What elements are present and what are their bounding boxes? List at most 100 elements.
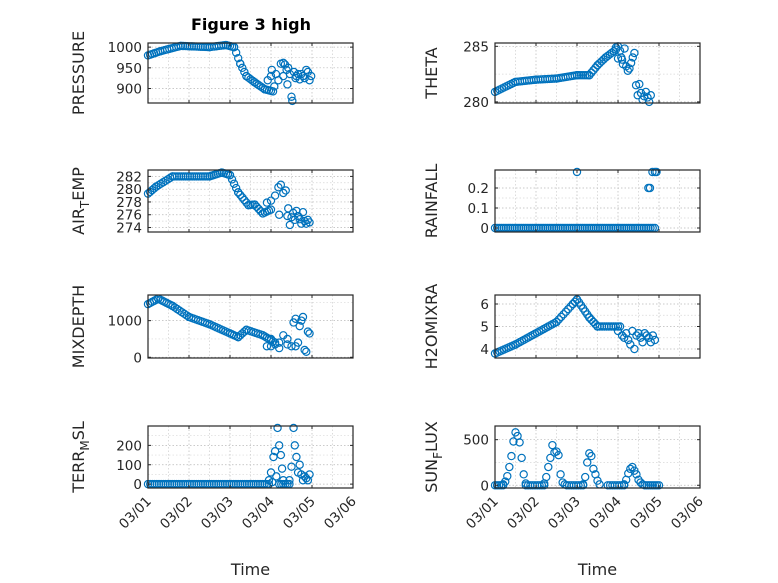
xlabel-7: Time — [230, 560, 270, 579]
data-point — [501, 477, 510, 486]
data-point — [625, 64, 634, 73]
data-point — [262, 333, 272, 342]
y-tick-label: 0 — [480, 478, 489, 494]
data-point — [279, 476, 288, 485]
data-point — [583, 458, 592, 467]
data-point — [283, 340, 292, 349]
data-point — [168, 172, 177, 181]
y-tick-label: 280 — [463, 95, 489, 111]
data-point — [281, 186, 290, 195]
plot-area — [148, 426, 353, 488]
data-point — [285, 220, 295, 230]
data-point — [293, 69, 303, 79]
data-point — [279, 188, 288, 198]
data-point — [632, 470, 641, 479]
data-point — [270, 82, 279, 91]
data-point — [279, 71, 288, 81]
data-point — [236, 190, 245, 200]
data-point — [635, 79, 644, 89]
data-point — [519, 470, 528, 479]
ylabel-6: H2OMIXRA — [422, 284, 441, 370]
data-point — [626, 58, 636, 68]
ylabel-5: MIXDEPTH — [69, 285, 88, 368]
data-point — [287, 342, 296, 351]
data-point — [650, 335, 660, 345]
data-point — [617, 55, 627, 64]
data-point — [240, 67, 249, 77]
subplot-6: 4 5 6 H2OMIXRA — [422, 284, 701, 370]
data-point — [266, 468, 276, 477]
data-point — [302, 347, 311, 356]
data-point — [611, 322, 620, 331]
data-point — [272, 472, 281, 481]
data-point — [229, 179, 239, 188]
plot-area — [495, 43, 700, 103]
data-point — [181, 172, 190, 181]
data-point — [182, 311, 191, 320]
y-tick-label: 1000 — [108, 40, 142, 56]
data-point — [291, 314, 300, 324]
data-point — [233, 53, 243, 63]
data-point — [300, 345, 309, 355]
data-point — [554, 315, 564, 324]
data-point — [275, 441, 284, 450]
data-point — [287, 462, 296, 471]
data-point — [266, 196, 276, 205]
data-point — [270, 191, 280, 200]
data-point — [303, 327, 313, 336]
data-point — [554, 450, 563, 460]
data-series — [490, 295, 660, 358]
data-point — [615, 481, 624, 490]
data-point — [289, 423, 298, 433]
y-tick-label: 0 — [133, 477, 142, 493]
data-point — [262, 342, 272, 351]
data-point — [587, 68, 596, 77]
data-point — [192, 172, 201, 181]
data-point — [279, 58, 288, 68]
figure-title: Figure 3 high — [191, 15, 311, 34]
data-point — [276, 180, 286, 189]
data-point — [548, 440, 557, 450]
data-point — [275, 343, 284, 353]
y-tick-label: 1000 — [108, 314, 142, 330]
data-point — [177, 172, 186, 181]
ylabel-2: THETA — [422, 47, 441, 99]
subplot-4: 0 0.1 0.2 RAINFALL — [422, 164, 701, 238]
data-point — [295, 321, 304, 331]
data-point — [190, 172, 199, 181]
data-series — [490, 42, 656, 107]
data-point — [305, 470, 314, 479]
y-tick-label: 6 — [480, 297, 489, 313]
data-point — [283, 80, 292, 89]
data-point — [194, 172, 203, 181]
data-point — [262, 198, 272, 207]
data-point — [268, 477, 277, 487]
data-point — [570, 297, 580, 306]
data-point — [277, 464, 287, 473]
data-series — [143, 294, 314, 356]
data-point — [295, 215, 304, 224]
data-point — [231, 183, 241, 193]
data-point — [200, 172, 210, 181]
data-point — [305, 218, 314, 227]
data-point — [505, 462, 514, 472]
data-point — [617, 331, 627, 340]
y-tick-label: 276 — [116, 208, 142, 224]
ylabel-1: PRESSURE — [69, 31, 88, 115]
data-point — [642, 481, 651, 490]
data-point — [507, 451, 516, 461]
data-point — [283, 334, 292, 344]
data-point — [559, 310, 568, 319]
data-point — [269, 452, 278, 462]
axes-frame — [494, 425, 701, 489]
axes-frame — [494, 169, 701, 233]
xlabel-8: Time — [577, 560, 617, 579]
data-point — [266, 205, 276, 214]
data-point — [236, 59, 245, 68]
data-point — [274, 76, 283, 85]
y-tick-label: 900 — [116, 82, 142, 98]
y-tick-label: 950 — [116, 61, 142, 77]
data-point — [561, 307, 571, 316]
data-point — [556, 470, 565, 479]
data-point — [564, 304, 573, 314]
